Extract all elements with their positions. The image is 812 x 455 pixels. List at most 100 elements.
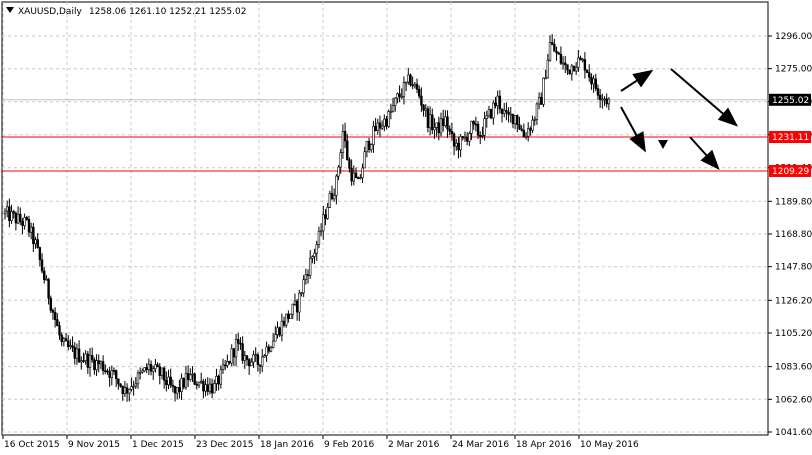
candle-body — [550, 42, 554, 45]
candle-body — [125, 387, 129, 394]
candle-body — [14, 212, 18, 224]
candles — [3, 34, 611, 402]
arrow-down-3 — [689, 136, 720, 170]
candle-body — [295, 300, 299, 313]
candle-body — [324, 214, 327, 219]
candle-body — [62, 338, 66, 342]
candle-body — [141, 370, 144, 373]
candle-body — [304, 274, 308, 280]
candle-body — [130, 386, 133, 390]
symbol-triangle-icon — [6, 7, 14, 13]
candle-body — [230, 348, 233, 364]
candle-body — [274, 334, 277, 342]
candle-body — [136, 372, 140, 385]
candle-body — [300, 292, 303, 295]
candle-body — [372, 125, 375, 145]
candle-body — [459, 136, 462, 151]
candle-body — [219, 369, 223, 385]
candle-body — [376, 122, 379, 131]
candle-body — [213, 383, 216, 394]
candle-body — [112, 370, 116, 372]
candle-body — [293, 300, 297, 305]
candle-body — [337, 166, 340, 177]
candle-body — [516, 115, 519, 125]
candle-body — [69, 345, 72, 348]
candle-body — [389, 110, 393, 113]
candle-body — [114, 370, 118, 380]
candle-body — [341, 131, 345, 153]
candle-body — [481, 135, 484, 137]
candle-body — [202, 380, 205, 392]
candle-body — [149, 364, 153, 372]
candle-body — [254, 354, 257, 356]
candle-body — [34, 239, 37, 245]
candle-body — [555, 50, 558, 54]
candle-body — [559, 53, 563, 64]
candle-body — [542, 77, 545, 105]
candle-body — [396, 93, 399, 99]
candle-body — [472, 120, 475, 125]
candle-body — [263, 355, 266, 358]
candle-body — [171, 384, 175, 387]
candle-body — [330, 193, 334, 200]
candle-body — [121, 386, 124, 394]
candle-body — [285, 313, 288, 326]
candle-body — [572, 65, 576, 72]
candle-body — [507, 111, 510, 115]
candle-body — [27, 219, 31, 233]
candle-body — [518, 124, 521, 130]
y-tick-label: 1189.80 — [775, 197, 812, 207]
candle-body — [289, 313, 292, 319]
candle-body — [53, 311, 57, 320]
candle-body — [210, 383, 214, 394]
candle-body — [250, 361, 253, 366]
candle-body — [367, 140, 371, 150]
candle-body — [8, 206, 11, 222]
candle-body — [191, 373, 194, 376]
candle-body — [487, 109, 491, 117]
candle-body — [581, 59, 584, 61]
candle-body — [239, 342, 242, 345]
candle-body — [5, 206, 9, 212]
candle-body — [598, 94, 602, 100]
candle-body — [524, 136, 528, 138]
candle-body — [326, 207, 329, 219]
candle-body — [553, 44, 556, 52]
candle-body — [228, 361, 231, 364]
candle-body — [106, 370, 109, 373]
level-tag-label: 1231.11 — [772, 133, 809, 143]
candle-body — [306, 274, 310, 276]
x-tick-label: 9 Feb 2016 — [324, 440, 375, 450]
candle-body — [363, 151, 366, 169]
candle-body — [452, 133, 456, 147]
candle-body — [138, 372, 142, 374]
candle-body — [32, 226, 35, 245]
plot-area[interactable] — [1, 1, 769, 436]
candle-body — [237, 339, 240, 344]
candle-body — [3, 210, 7, 214]
candle-body — [19, 213, 22, 222]
candle-body — [189, 374, 192, 380]
x-tick-label: 23 Dec 2015 — [196, 440, 254, 450]
candle-body — [548, 42, 552, 61]
candle-body — [509, 113, 512, 116]
candle-body — [36, 239, 39, 248]
candle-body — [154, 364, 157, 370]
candle-body — [276, 327, 279, 335]
candle-body — [12, 211, 15, 214]
symbol-label: XAUUSD,Daily — [18, 7, 82, 17]
candle-body — [520, 128, 523, 131]
candle-body — [241, 343, 244, 361]
candle-body — [354, 172, 358, 179]
candle-body — [169, 376, 172, 386]
candle-body — [193, 373, 196, 385]
candle-body — [167, 376, 170, 386]
candle-body — [435, 122, 438, 128]
candle-body — [343, 131, 347, 142]
candle-body — [590, 76, 593, 85]
candle-body — [269, 347, 273, 352]
candle-body — [319, 230, 323, 233]
candle-body — [143, 367, 146, 372]
candle-body — [415, 83, 419, 90]
